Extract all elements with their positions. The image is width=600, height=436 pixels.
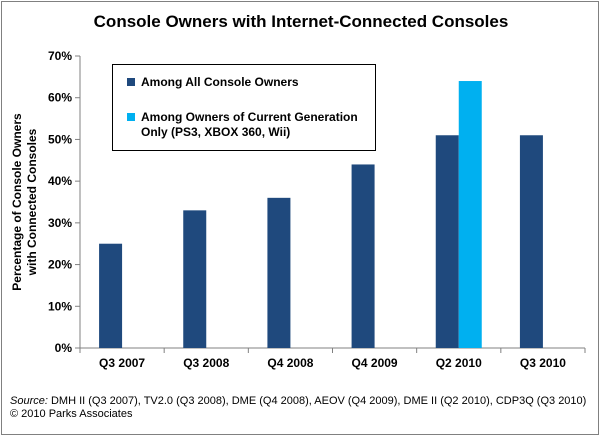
y-tick-label: 10% <box>48 299 72 313</box>
bar-all-owners <box>183 210 207 348</box>
legend-label-all-owners: Among All Console Owners <box>141 75 299 89</box>
y-tick-label: 30% <box>48 216 72 230</box>
source-label: Source: <box>10 395 48 407</box>
legend-label-current-gen: Among Owners of Current Generation Only … <box>141 110 358 139</box>
legend-swatch-all-owners <box>127 78 135 86</box>
bar-all-owners <box>351 164 375 348</box>
y-tick-label: 50% <box>48 132 72 146</box>
y-tick-label: 0% <box>55 341 73 355</box>
x-tick-label: Q4 2009 <box>352 356 398 370</box>
y-tick-label: 60% <box>48 91 72 105</box>
chart-title: Console Owners with Internet-Connected C… <box>93 12 509 31</box>
x-tick-label: Q3 2007 <box>99 356 145 370</box>
copyright-text: © 2010 Parks Associates <box>10 408 133 420</box>
legend-swatch-current-gen <box>127 113 135 121</box>
x-tick-label: Q3 2008 <box>183 356 229 370</box>
bar-all-owners <box>99 243 123 348</box>
x-tick-label: Q3 2010 <box>520 356 566 370</box>
bar-all-owners <box>435 135 459 348</box>
source-text: DMH II (Q3 2007), TV2.0 (Q3 2008), DME (… <box>50 395 587 407</box>
y-tick-label: 70% <box>48 49 72 63</box>
y-tick-label: 20% <box>48 258 72 272</box>
bar-all-owners <box>519 135 543 348</box>
legend-item-current-gen: Among Owners of Current Generation Only … <box>127 110 371 140</box>
chart-footer: Source: DMH II (Q3 2007), TV2.0 (Q3 2008… <box>10 395 586 421</box>
bar-current-gen <box>458 81 482 349</box>
x-tick-label: Q4 2008 <box>267 356 313 370</box>
legend-item-all-owners: Among All Console Owners <box>127 75 371 90</box>
bar-all-owners <box>267 197 291 348</box>
y-tick-label: 40% <box>48 174 72 188</box>
source-line: Source: DMH II (Q3 2007), TV2.0 (Q3 2008… <box>10 395 586 408</box>
x-tick-label: Q2 2010 <box>436 356 482 370</box>
legend: Among All Console Owners Among Owners of… <box>112 64 376 151</box>
